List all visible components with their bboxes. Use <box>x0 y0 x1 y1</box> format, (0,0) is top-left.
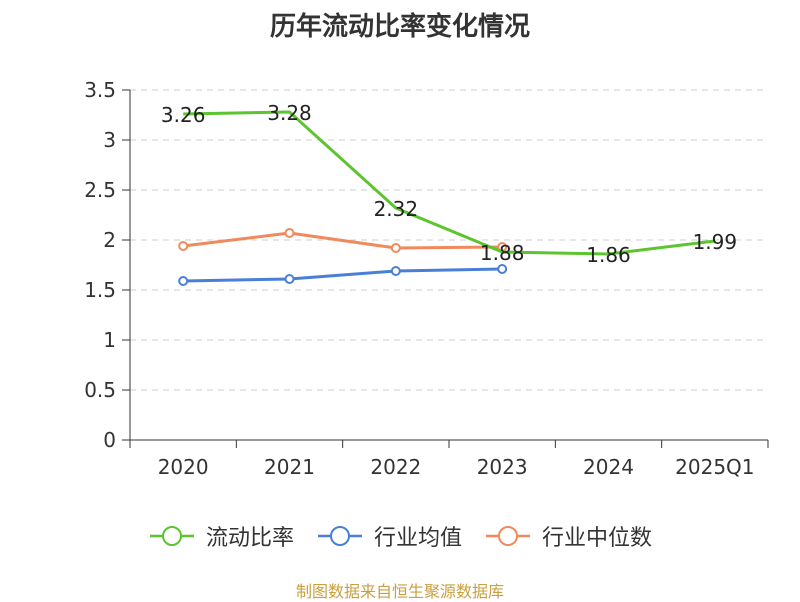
data-label: 1.88 <box>480 241 525 265</box>
y-tick-label: 0 <box>103 428 116 452</box>
legend-swatch <box>486 526 530 546</box>
legend-marker <box>161 526 182 546</box>
data-label: 3.26 <box>161 103 206 127</box>
axes: 0 0.5 1 1.5 2 2.5 3 3.5 2020 2021 2022 2023 2024 2025… <box>84 78 769 479</box>
y-tick-label: 3.5 <box>84 78 116 102</box>
grid-lines <box>130 89 768 391</box>
legend: 流动比率 行业均值 行业中位数 <box>0 518 800 554</box>
x-tick-label: 2022 <box>370 455 421 479</box>
data-point <box>178 276 189 286</box>
series <box>178 110 715 286</box>
y-tick-label: 2.5 <box>84 178 116 202</box>
data-point <box>178 241 189 251</box>
x-tick-label: 2021 <box>264 455 315 479</box>
data-point <box>284 274 295 284</box>
legend-item[interactable]: 行业中位数 <box>484 520 652 552</box>
y-tick-label: 1.5 <box>84 278 116 302</box>
x-tick-label: 2020 <box>158 455 209 479</box>
data-label: 2.32 <box>374 197 419 221</box>
series-line-0 <box>183 110 715 256</box>
data-label: 1.99 <box>693 230 738 254</box>
data-point <box>497 264 508 274</box>
legend-item[interactable]: 行业均值 <box>316 520 462 552</box>
legend-label: 行业均值 <box>373 526 462 551</box>
data-label: 3.28 <box>267 101 312 125</box>
chart-title: 历年流动比率变化情况 <box>269 12 530 42</box>
y-tick-label: 3 <box>103 128 116 152</box>
data-labels: 3.26 3.28 2.32 1.88 1.86 1.99 <box>161 101 737 267</box>
y-tick-label: 1 <box>103 328 116 352</box>
data-point <box>284 228 295 238</box>
y-tick-label: 2 <box>103 228 116 252</box>
legend-item[interactable]: 流动比率 <box>148 520 294 552</box>
source-note: 制图数据来自恒生聚源数据库 <box>295 582 504 601</box>
legend-swatch <box>317 526 362 546</box>
legend-swatch <box>149 526 194 546</box>
data-point <box>390 266 401 276</box>
legend-label: 行业中位数 <box>542 526 653 551</box>
data-label: 1.86 <box>586 243 631 267</box>
x-tick-label: 2025Q1 <box>675 455 754 479</box>
legend-marker <box>329 526 350 546</box>
series-line-1 <box>183 267 503 283</box>
legend-label: 流动比率 <box>205 526 294 551</box>
y-tick-label: 0.5 <box>84 378 116 402</box>
x-tick-label: 2024 <box>583 455 634 479</box>
legend-marker <box>498 526 518 546</box>
data-point <box>390 243 401 253</box>
x-tick-label: 2023 <box>477 455 528 479</box>
series-line-2 <box>183 231 503 250</box>
